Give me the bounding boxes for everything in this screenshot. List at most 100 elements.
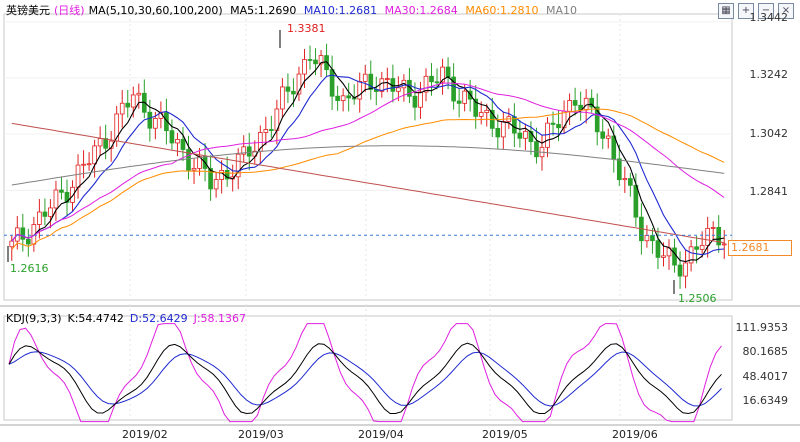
ma10-tail: MA10 <box>546 4 578 17</box>
price-frame <box>3 13 733 301</box>
ma10-value: MA10:1.2681 <box>303 4 378 17</box>
candle-body <box>567 100 572 112</box>
candle-body <box>721 243 727 246</box>
candle-body <box>92 145 97 165</box>
ma30-value: MA30:1.2684 <box>384 4 458 17</box>
candle-body <box>550 122 556 125</box>
candle-body <box>622 178 628 181</box>
candle-body <box>528 131 534 143</box>
candle-body <box>478 112 484 117</box>
y-tick-3: 1.3042 <box>749 127 789 140</box>
candle-body <box>600 131 606 139</box>
candle-body <box>280 86 285 110</box>
candle-body <box>296 73 302 95</box>
candle-body <box>241 146 247 155</box>
candle-body <box>285 86 291 92</box>
symbol-label: 英镑美元 <box>6 4 50 17</box>
candle-body <box>495 127 501 138</box>
candle-body <box>589 97 595 108</box>
candle-body <box>335 95 340 101</box>
candle-body <box>716 226 722 246</box>
candle-body <box>572 100 578 106</box>
candle-body <box>688 246 694 264</box>
kdj-k-value: K:54.4742 <box>67 312 124 325</box>
kdj-tick-1: 111.9353 <box>735 321 789 334</box>
x-tick-3: 2019/04 <box>358 428 404 441</box>
x-tick-1: 2019/02 <box>122 428 168 441</box>
candle-body <box>307 59 313 61</box>
candle-body <box>130 94 136 108</box>
y-tick-2: 1.3242 <box>749 68 789 81</box>
candle-body <box>42 211 48 217</box>
minus-icon[interactable]: − <box>758 3 774 19</box>
candle-body <box>86 163 92 166</box>
candle-body <box>37 211 42 225</box>
candle-body <box>655 240 661 258</box>
y-tick-4: 1.2841 <box>749 185 789 198</box>
candle-body <box>9 240 15 248</box>
candle-body <box>611 135 617 160</box>
candle-body <box>329 69 335 97</box>
candle-body <box>340 95 346 101</box>
period-label: (日线) <box>54 4 85 17</box>
candle-body <box>75 164 81 188</box>
candle-body <box>677 264 683 277</box>
candle-body <box>246 146 252 157</box>
candle-body <box>313 59 318 65</box>
candle-body <box>263 129 269 133</box>
candle-body <box>20 227 26 240</box>
candle-body <box>186 149 191 171</box>
candle-body <box>97 138 103 147</box>
kdj-tick-4: 16.6349 <box>742 394 789 407</box>
candle-body <box>396 87 401 92</box>
candle-body <box>213 179 219 190</box>
candle-body <box>147 111 153 129</box>
window-controls: ▦ + − × <box>718 3 794 19</box>
kdj-k-line <box>8 342 722 415</box>
kdj-tick-2: 80.1685 <box>742 345 789 358</box>
ma60-value: MA60:1.2810 <box>465 4 539 17</box>
candle-body <box>429 75 434 83</box>
candle-body <box>175 139 180 144</box>
candle-body <box>164 112 169 132</box>
ma100-line <box>11 122 725 244</box>
candle-body <box>456 100 462 104</box>
candle-body <box>633 184 639 218</box>
candle-body <box>235 153 241 178</box>
candle-body <box>583 97 589 111</box>
candle-body <box>64 191 70 203</box>
candle-body <box>440 66 445 83</box>
candle-body <box>683 262 688 277</box>
candle-body <box>451 76 456 102</box>
candle-body <box>136 92 142 96</box>
candle-body <box>219 169 224 180</box>
ma60-line <box>11 108 725 250</box>
ma-label: MA(5,10,30,60,100,200) <box>88 4 223 17</box>
candle-body <box>523 131 528 139</box>
low-left-annotation: 1.2616 <box>10 262 49 275</box>
close-icon[interactable]: × <box>778 3 794 19</box>
candle-body <box>517 132 523 139</box>
candle-body <box>484 109 490 113</box>
plus-icon[interactable]: + <box>738 3 754 19</box>
high-annotation: 1.3381 <box>287 22 326 35</box>
x-tick-5: 2019/06 <box>612 428 658 441</box>
candle-body <box>384 78 390 80</box>
candle-body <box>412 95 418 108</box>
candle-body <box>710 226 716 229</box>
candle-body <box>70 186 75 203</box>
candle-body <box>699 244 705 250</box>
candle-body <box>445 66 451 78</box>
candle-body <box>53 189 59 209</box>
ma200-line <box>11 145 725 186</box>
candle-body <box>153 117 158 129</box>
candle-body <box>302 59 307 75</box>
candle-body <box>500 121 506 138</box>
candle-body <box>191 167 197 171</box>
candle-body <box>357 80 363 100</box>
grid-icon[interactable]: ▦ <box>718 3 734 19</box>
kdj-j-value: J:58.1367 <box>193 312 247 325</box>
candle-body <box>644 235 650 242</box>
kdj-d-line <box>8 351 722 407</box>
ma30-line <box>11 82 725 242</box>
